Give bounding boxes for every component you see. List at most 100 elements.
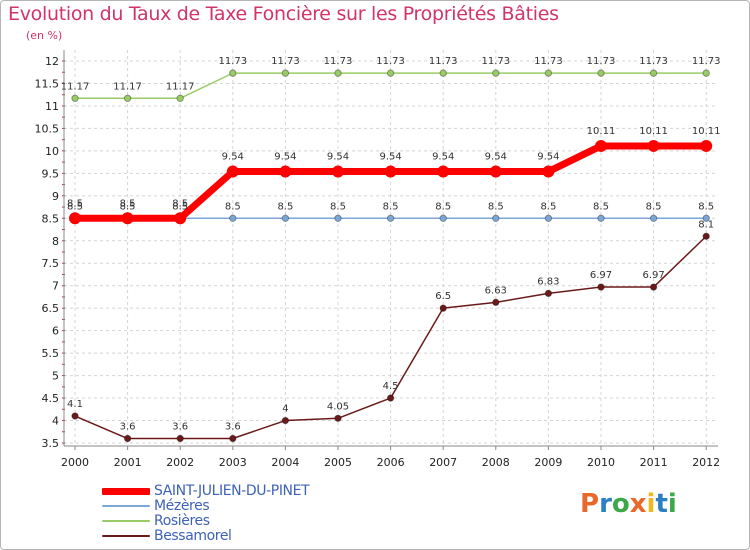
data-point-rosieres (439, 69, 447, 77)
x-tick-label: 2002 (166, 456, 194, 469)
data-label-rosieres: 11.73 (481, 56, 510, 67)
data-label-bessamorel: 6.83 (537, 276, 559, 287)
data-point-bessamorel (176, 434, 184, 443)
y-tick-label: 6 (52, 325, 59, 338)
data-label-mezeres: 8.5 (120, 201, 136, 212)
data-label-rosieres: 11.73 (218, 56, 247, 67)
legend-item-saint-julien-du-pinet[interactable]: SAINT-JULIEN-DU-PINET (102, 483, 362, 499)
x-tick-label: 2004 (271, 456, 299, 469)
legend-item-rosieres[interactable]: Rosières (102, 513, 362, 529)
data-point-bessamorel (597, 283, 605, 291)
data-label-rosieres: 11.73 (324, 56, 353, 67)
data-label-rosieres: 11.17 (113, 81, 142, 92)
data-point-rosieres (649, 69, 658, 77)
legend-item-bessamorel[interactable]: Bessamorel (102, 528, 362, 544)
x-tick-label: 2012 (692, 456, 720, 469)
data-point-rosieres (123, 94, 132, 103)
data-point-saint-julien-du-pinet (69, 212, 81, 225)
logo-letter: i (667, 489, 677, 519)
data-label-bessamorel: 6.63 (485, 285, 507, 296)
legend-label-saint-julien-du-pinet: SAINT-JULIEN-DU-PINET (154, 483, 310, 499)
y-tick-label: 4 (52, 415, 59, 428)
data-label-bessamorel: 3.6 (172, 422, 188, 433)
legend-swatch-saint-julien-du-pinet (102, 488, 150, 495)
logo-letter: x (629, 489, 647, 519)
data-label-rosieres: 11.73 (587, 56, 616, 67)
logo-letter: t (655, 489, 668, 519)
data-label-bessamorel: 3.6 (120, 422, 136, 433)
y-tick-label: 3.5 (42, 437, 60, 450)
data-label-saint-julien-du-pinet: 9.54 (379, 152, 401, 163)
data-label-saint-julien-du-pinet: 9.54 (485, 152, 507, 163)
data-point-bessamorel (544, 289, 553, 298)
y-tick-label: 9.5 (42, 167, 60, 180)
data-point-rosieres (702, 69, 710, 77)
axis-layer: 3.544.555.566.577.588.599.51010.51111.51… (35, 50, 720, 469)
data-label-mezeres: 8.5 (698, 201, 714, 212)
y-tick-label: 7 (52, 280, 59, 293)
data-label-bessamorel: 6.5 (435, 291, 451, 302)
data-label-rosieres: 11.73 (534, 56, 563, 67)
data-point-saint-julien-du-pinet (384, 165, 397, 178)
data-label-bessamorel: 4.05 (327, 401, 349, 412)
data-point-bessamorel (702, 232, 710, 240)
data-label-rosieres: 11.73 (639, 56, 668, 67)
data-point-saint-julien-du-pinet (332, 165, 344, 178)
data-label-rosieres: 11.17 (166, 81, 195, 92)
data-point-mezeres (229, 214, 237, 222)
data-point-mezeres (386, 214, 395, 222)
y-tick-label: 5 (52, 370, 59, 383)
data-label-saint-julien-du-pinet: 9.54 (537, 152, 559, 163)
data-label-mezeres: 8.5 (540, 201, 556, 212)
chart-title: Evolution du Taux de Taxe Foncière sur l… (8, 3, 559, 25)
data-label-mezeres: 8.5 (646, 201, 662, 212)
legend: SAINT-JULIEN-DU-PINET Mézères Rosières B… (102, 483, 362, 544)
data-label-saint-julien-du-pinet: 10.11 (587, 126, 616, 137)
legend-swatch-mezeres (102, 505, 150, 507)
data-point-saint-julien-du-pinet (700, 139, 713, 152)
y-tick-label: 11.5 (35, 77, 60, 90)
data-label-mezeres: 8.5 (172, 201, 188, 212)
x-tick-label: 2003 (219, 456, 247, 469)
y-tick-label: 8.5 (42, 212, 60, 225)
data-point-bessamorel (492, 298, 500, 307)
data-label-bessamorel: 6.97 (642, 270, 664, 281)
data-label-bessamorel: 8.1 (698, 219, 714, 230)
data-point-rosieres (386, 69, 395, 77)
y-tick-label: 11 (45, 100, 59, 113)
data-point-saint-julien-du-pinet (174, 212, 187, 225)
data-label-rosieres: 11.73 (429, 56, 458, 67)
legend-label-bessamorel: Bessamorel (154, 528, 232, 544)
data-point-rosieres (281, 69, 290, 77)
data-label-layer: 8.5 8.5 8.5 9.54 9.54 9.54 9.54 9.54 9.54 9.54 10.… (61, 56, 721, 432)
data-label-saint-julien-du-pinet: 9.54 (327, 152, 349, 163)
data-label-mezeres: 8.5 (225, 201, 241, 212)
x-tick-label: 2000 (61, 456, 89, 469)
series-layer (69, 69, 713, 443)
data-point-mezeres (702, 214, 710, 222)
data-point-bessamorel (229, 434, 237, 443)
x-tick-label: 2005 (324, 456, 352, 469)
logo-letter: P (580, 489, 600, 519)
data-label-mezeres: 8.5 (593, 201, 609, 212)
legend-swatch-bessamorel (102, 535, 150, 537)
data-point-mezeres (649, 214, 658, 222)
data-point-bessamorel (439, 304, 447, 312)
y-tick-label: 9 (52, 190, 59, 203)
data-label-mezeres: 8.5 (488, 201, 504, 212)
data-point-mezeres (439, 214, 447, 222)
data-point-bessamorel (71, 412, 79, 420)
data-point-rosieres (71, 94, 79, 103)
y-tick-label: 5.5 (42, 347, 60, 360)
data-point-saint-julien-du-pinet (595, 139, 607, 152)
x-tick-label: 2006 (377, 456, 405, 469)
data-point-saint-julien-du-pinet (121, 212, 134, 225)
data-point-mezeres (334, 214, 342, 222)
data-point-rosieres (597, 69, 605, 77)
legend-item-mezeres[interactable]: Mézères (102, 498, 362, 514)
legend-label-mezeres: Mézères (154, 498, 210, 514)
y-tick-label: 6.5 (42, 302, 60, 315)
legend-swatch-rosieres (102, 520, 150, 522)
